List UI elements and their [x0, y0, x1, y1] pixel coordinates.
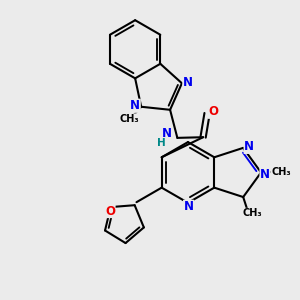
Text: N: N [130, 99, 140, 112]
Text: CH₃: CH₃ [120, 114, 140, 124]
Text: N: N [244, 140, 254, 153]
Text: O: O [208, 105, 218, 118]
Text: N: N [162, 128, 172, 140]
Text: N: N [184, 200, 194, 213]
Text: H: H [157, 138, 166, 148]
Text: CH₃: CH₃ [242, 208, 262, 218]
Text: N: N [260, 168, 270, 181]
Text: O: O [105, 205, 115, 218]
Text: N: N [183, 76, 193, 89]
Text: CH₃: CH₃ [271, 167, 291, 178]
